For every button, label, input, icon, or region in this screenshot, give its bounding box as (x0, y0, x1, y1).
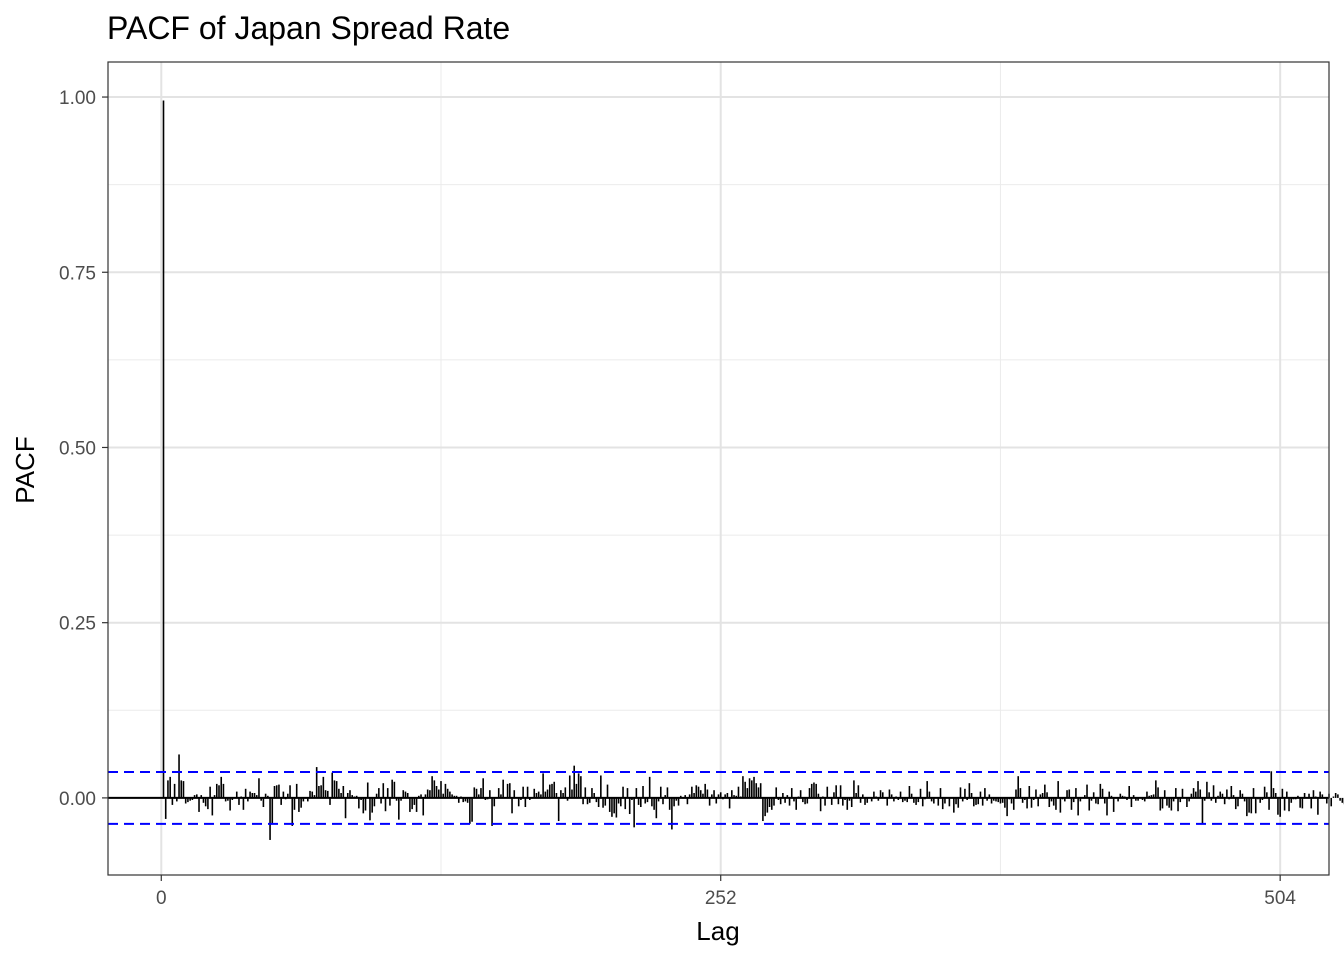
x-tick-label: 252 (705, 888, 737, 909)
panel-border (107, 61, 1330, 876)
y-tick-label: 0.75 (59, 263, 96, 284)
axes: 0.00 0.25 0.50 0.75 1.00 0 252 504 (59, 88, 1296, 909)
chart-title: PACF of Japan Spread Rate (107, 10, 510, 46)
reference-lines (108, 770, 1329, 825)
y-tick-label: 0.50 (59, 438, 96, 459)
y-tick-label: 0.25 (59, 614, 96, 635)
y-axis-title: PACF (10, 436, 40, 503)
x-tick-label: 504 (1264, 888, 1296, 909)
grid-lines (108, 62, 1329, 875)
x-axis-title: Lag (696, 916, 739, 946)
panel-background (108, 62, 1329, 875)
y-tick-label: 0.00 (59, 789, 96, 810)
x-tick-label: 0 (156, 888, 167, 909)
y-tick-label: 1.00 (59, 88, 96, 109)
